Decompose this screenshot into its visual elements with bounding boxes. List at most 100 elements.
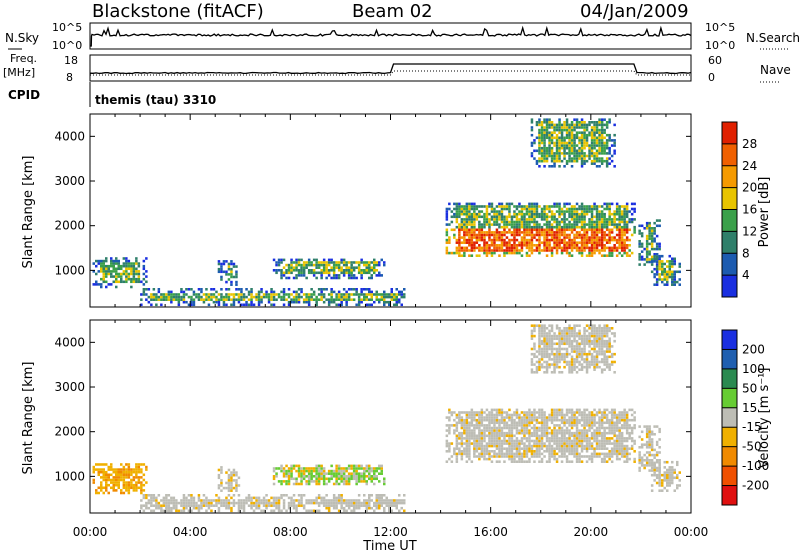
power-echo-cell (378, 300, 381, 304)
power-echo-cell (645, 247, 649, 251)
power-echo-cell (455, 212, 459, 216)
power-echo-cell (322, 288, 326, 291)
velocity-echo-cell (375, 504, 378, 507)
power-echo-cell (292, 290, 296, 294)
velocity-echo-cell (327, 506, 331, 510)
power-echo-cell (563, 149, 566, 153)
velocity-echo-cell (605, 442, 609, 445)
power-echo-cell (550, 228, 554, 232)
velocity-echo-cell (380, 504, 383, 507)
velocity-echo-cell (630, 439, 634, 443)
velocity-echo-cell (292, 477, 296, 481)
velocity-echo-cell (463, 424, 466, 427)
velocity-echo-cell (530, 439, 534, 443)
velocity-echo-cell (545, 460, 549, 463)
power-echo-cell (232, 295, 236, 299)
velocity-echo-cell (633, 411, 636, 414)
velocity-echo-cell (310, 477, 313, 481)
velocity-echo-cell (363, 480, 366, 483)
velocity-echo-cell (267, 499, 271, 502)
power-echo-cell (543, 149, 546, 153)
velocity-echo-cell (523, 421, 526, 425)
power-echo-cell (658, 275, 661, 279)
velocity-echo-cell (528, 450, 531, 453)
velocity-echo-cell (585, 413, 589, 417)
power-echo-cell (518, 223, 521, 226)
velocity-echo-cell (583, 411, 586, 414)
velocity-echo-cell (297, 467, 301, 470)
power-echo-cell (302, 293, 306, 296)
velocity-echo-cell (140, 468, 143, 471)
power-echo-cell (555, 218, 559, 221)
power-echo-cell (345, 300, 348, 304)
velocity-echo-cell (320, 496, 323, 500)
velocity-echo-cell (495, 444, 499, 448)
power-echo-cell (610, 202, 614, 206)
power-echo-cell (528, 220, 531, 224)
velocity-echo-cell (615, 426, 619, 430)
power-echo-cell (520, 215, 524, 219)
velocity-echo-cell (493, 424, 496, 427)
power-echo-cell (573, 241, 576, 244)
power-echo-cell (300, 266, 303, 269)
power-echo-cell (297, 258, 301, 262)
velocity-echo-cell (317, 501, 321, 505)
power-echo-cell (550, 152, 554, 155)
velocity-echo-cell (613, 408, 616, 412)
power-echo-cell (465, 218, 469, 221)
power-echo-cell (575, 118, 579, 121)
power-echo-cell (625, 212, 629, 216)
power-echo-cell (573, 220, 576, 224)
power-echo-cell (590, 133, 594, 137)
velocity-echo-cell (540, 332, 544, 335)
velocity-echo-cell (355, 469, 358, 473)
velocity-echo-cell (132, 476, 136, 479)
velocity-echo-cell (510, 444, 514, 448)
velocity-echo-cell (553, 368, 556, 371)
velocity-echo-cell (623, 426, 626, 430)
velocity-echo-cell (480, 431, 484, 435)
power-echo-cell (555, 157, 559, 160)
power-echo-cell (363, 271, 366, 275)
power-echo-cell (250, 295, 253, 299)
power-echo-cell (545, 254, 549, 257)
power-echo-cell (320, 288, 323, 291)
velocity-echo-cell (265, 504, 268, 507)
power-echo-cell (335, 303, 338, 307)
power-echo-cell (468, 238, 471, 242)
power-echo-cell (590, 205, 594, 208)
power-echo-cell (558, 225, 561, 229)
power-echo-cell (555, 136, 559, 140)
velocity-echo-cell (525, 411, 529, 414)
velocity-echo-cell (503, 460, 506, 463)
velocity-echo-cell (257, 501, 261, 505)
power-echo-cell (540, 131, 544, 134)
velocity-echo-cell (598, 426, 601, 430)
power-echo-cell (575, 215, 579, 219)
velocity-echo-cell (550, 345, 554, 348)
power-echo-cell (593, 215, 596, 219)
power-echo-cell (350, 293, 353, 296)
power-echo-cell (588, 225, 591, 229)
power-echo-cell (302, 300, 306, 304)
nave-label: Nave (760, 63, 791, 77)
power-echo-cell (598, 159, 601, 163)
power-echo-cell (197, 298, 201, 301)
velocity-echo-cell (315, 467, 318, 470)
velocity-echo-cell (322, 496, 326, 500)
power-echo-cell (565, 223, 569, 226)
power-echo-cell (543, 244, 546, 247)
power-echo-cell (275, 269, 278, 272)
power-echo-cell (555, 144, 559, 147)
velocity-echo-cell (580, 434, 584, 438)
velocity-echo-cell (105, 478, 108, 482)
velocity-echo-cell (232, 499, 236, 502)
power-echo-cell (580, 246, 584, 250)
velocity-echo-cell (320, 467, 323, 470)
velocity-echo-cell (302, 469, 306, 473)
velocity-echo-cell (445, 450, 449, 453)
velocity-echo-cell (300, 501, 303, 505)
power-echo-cell (583, 141, 586, 145)
power-echo-cell (620, 212, 624, 216)
velocity-echo-cell (175, 501, 178, 505)
